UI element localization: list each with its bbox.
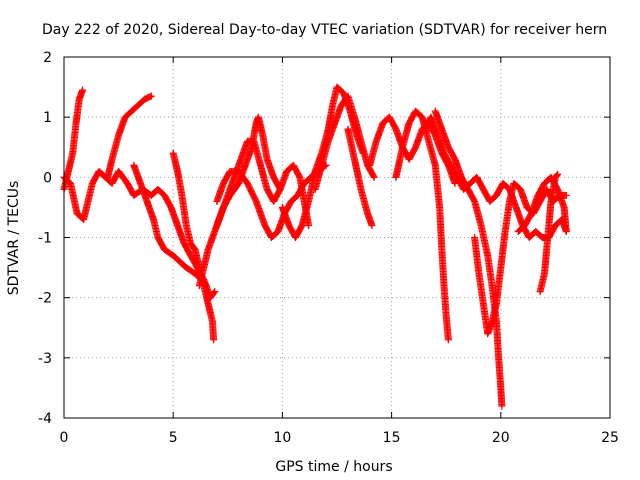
data-point: [554, 170, 562, 178]
data-point: [444, 336, 452, 344]
data-point: [553, 171, 561, 179]
x-tick-label: 5: [169, 430, 178, 446]
series-sat-c: [104, 92, 155, 181]
y-tick-label: -2: [38, 291, 52, 307]
y-tick-labels: -4 -3 -2 -1 0 1 2: [38, 50, 52, 427]
x-tick-labels: 0 5 10 15 20 25: [60, 430, 619, 446]
data-point: [562, 191, 570, 199]
x-tick-label: 20: [492, 430, 510, 446]
data-point: [276, 185, 284, 193]
series-sat-g: [213, 113, 284, 229]
y-tick-label: -1: [38, 231, 52, 247]
series-sat-f: [195, 137, 313, 290]
data-point: [498, 402, 506, 410]
data-point: [211, 288, 219, 296]
x-tick-label: 15: [383, 430, 401, 446]
series-sat-o: [431, 107, 506, 410]
series-sat-m: [392, 107, 452, 344]
data-points: [60, 83, 570, 410]
series-sat-i: [278, 83, 367, 241]
y-tick-label: -4: [38, 411, 52, 427]
data-point: [368, 221, 376, 229]
series-sat-q: [514, 173, 570, 235]
data-point: [370, 173, 378, 181]
data-point: [79, 86, 87, 94]
data-point: [451, 179, 459, 187]
data-point: [305, 221, 313, 229]
y-tick-label: 2: [43, 50, 52, 66]
plot-frame: [63, 56, 611, 419]
series-sat-e: [169, 149, 218, 344]
series-sat-r: [536, 170, 562, 296]
x-axis-label: GPS time / hours: [275, 459, 392, 475]
data-point: [210, 336, 218, 344]
x-tick-label: 0: [60, 430, 69, 446]
series-sat-j: [311, 92, 378, 193]
y-tick-label: 0: [43, 170, 52, 186]
x-tick-label: 10: [273, 430, 291, 446]
data-point: [275, 184, 283, 192]
data-point: [562, 227, 570, 235]
chart-title: Day 222 of 2020, Sidereal Day-to-day VTE…: [42, 22, 607, 38]
y-tick-label: 1: [43, 110, 52, 126]
y-tick-label: -3: [38, 351, 52, 367]
x-tick-label: 25: [601, 430, 619, 446]
y-axis-label: SDTVAR / TECUs: [6, 181, 22, 296]
data-point: [210, 289, 218, 297]
data-point: [369, 172, 377, 180]
data-point: [147, 92, 155, 100]
series-sat-a: [60, 86, 87, 193]
series-sat-k: [344, 125, 376, 229]
